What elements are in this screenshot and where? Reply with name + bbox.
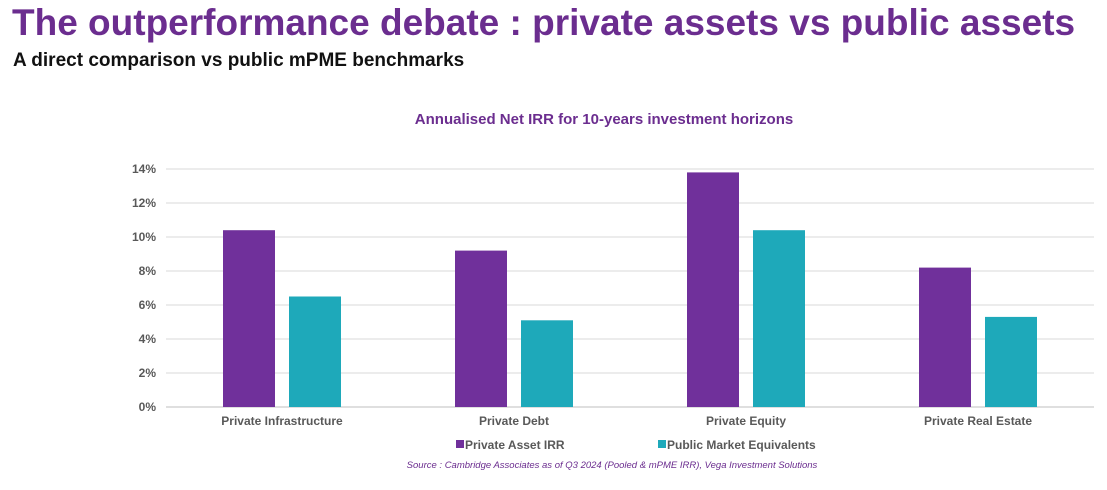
y-tick-label: 14% [132,162,156,176]
private-asset-irr-bar [687,172,739,407]
private-asset-irr-bar [919,267,971,407]
bars [223,172,1037,407]
page-title: The outperformance debate : private asse… [12,2,1076,43]
page-subtitle: A direct comparison vs public mPME bench… [13,50,465,71]
private-asset-irr-bar [223,230,275,407]
legend-label: Private Asset IRR [465,438,565,452]
y-axis-ticks: 0% 2% 4% 6% 8% 10% 12% 14% [132,162,156,414]
y-tick-label: 2% [139,366,157,380]
x-tick-label: Private Debt [479,414,549,428]
legend-swatch-private [456,440,464,448]
legend: Private Asset IRR Public Market Equivalen… [456,438,816,452]
y-tick-label: 10% [132,230,156,244]
legend-swatch-public [658,440,666,448]
y-tick-label: 8% [139,264,157,278]
legend-label: Public Market Equivalents [667,438,816,452]
private-asset-irr-bar [455,250,507,407]
y-tick-label: 12% [132,196,156,210]
public-market-equivalent-bar [753,230,805,407]
y-tick-label: 6% [139,298,157,312]
y-tick-label: 4% [139,332,157,346]
x-axis-ticks: Private Infrastructure Private Debt Privat… [221,414,1032,428]
y-tick-label: 0% [139,400,157,414]
public-market-equivalent-bar [289,296,341,407]
x-tick-label: Private Equity [706,414,786,428]
x-tick-label: Private Real Estate [924,414,1032,428]
x-tick-label: Private Infrastructure [221,414,343,428]
chart-title: Annualised Net IRR for 10-years investme… [415,111,793,128]
public-market-equivalent-bar [521,320,573,407]
public-market-equivalent-bar [985,316,1037,407]
chart-source: Source : Cambridge Associates as of Q3 2… [407,460,818,471]
